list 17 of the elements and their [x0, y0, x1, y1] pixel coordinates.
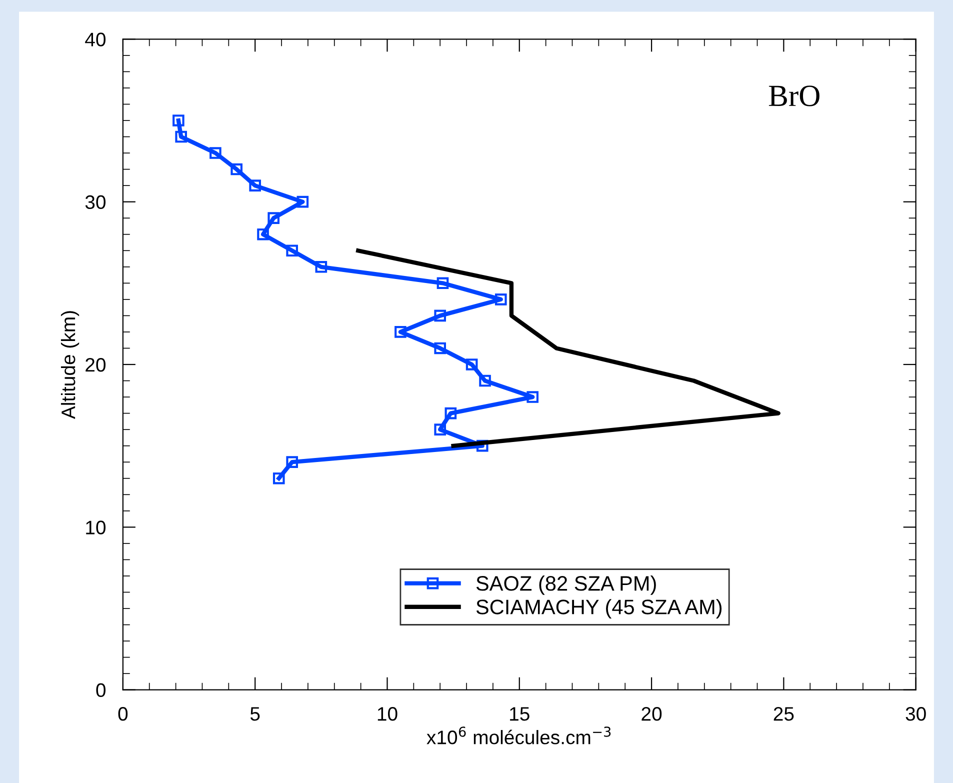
x-tick-label: 30 [906, 707, 926, 721]
legend-label: SCIAMACHY (45 SZA AM) [476, 599, 722, 618]
y-tick-label: 0 [96, 683, 106, 698]
x-tick-label: 15 [510, 707, 530, 721]
x-tick-label: 20 [642, 707, 662, 721]
x-tick-label: 0 [118, 707, 128, 721]
legend-label: SAOZ (82 SZA PM) [476, 576, 656, 595]
annotation: BrO [768, 86, 820, 106]
y-tick-label: 30 [85, 195, 106, 210]
y-tick-label: 20 [86, 358, 106, 372]
x-tick-label: 25 [774, 707, 794, 721]
y-axis-title: Altitude (km) [60, 311, 80, 420]
y-tick-label: 10 [86, 520, 106, 534]
x-axis-title: x10$^{6}$ molécules.cm$^{−3}$ [426, 726, 611, 744]
x-tick-label: 10 [378, 707, 398, 721]
y-tick-label: 40 [85, 32, 106, 46]
x-tick-label: 5 [250, 707, 260, 721]
